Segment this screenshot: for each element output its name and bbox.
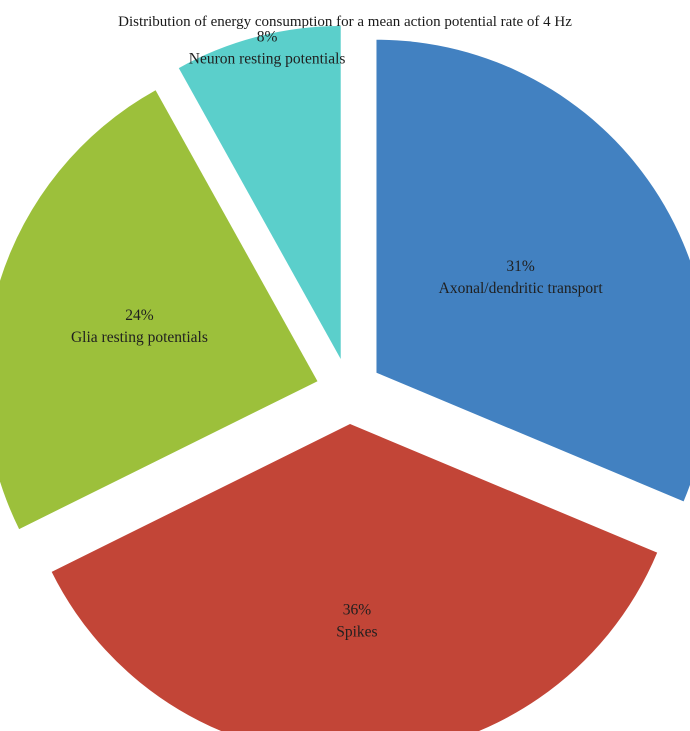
slice-value-label: 24% — [125, 307, 154, 324]
slice-value-label: 36% — [343, 601, 372, 618]
slice-category-label: Axonal/dendritic transport — [439, 280, 604, 297]
slice-category-label: Neuron resting potentials — [189, 50, 346, 67]
chart-title: Distribution of energy consumption for a… — [118, 14, 572, 30]
pie-slice-spikes — [51, 423, 658, 731]
pie-slice-glia-resting-potentials — [0, 90, 318, 530]
pie-slices — [0, 26, 690, 731]
slice-category-label: Glia resting potentials — [71, 329, 208, 346]
pie-slice-axonal-dendritic-transport — [376, 39, 690, 502]
pie-labels: 31% Axonal/dendritic transport 36% Spikes 24… — [71, 28, 603, 640]
slice-category-label: Spikes — [336, 623, 377, 640]
pie-slice-neuron-resting-potentials — [178, 26, 341, 360]
slice-value-label: 8% — [257, 28, 278, 45]
slice-value-label: 31% — [506, 258, 535, 275]
